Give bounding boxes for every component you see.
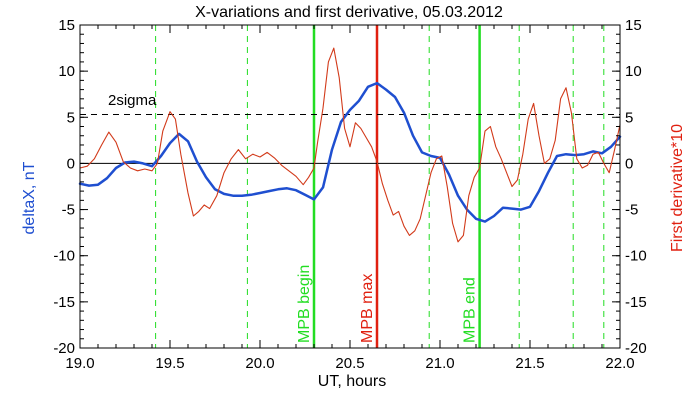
x-tick-label-6: 22.0	[605, 355, 634, 372]
y-tick-label-left-0: 15	[58, 17, 75, 34]
y-tick-label-right-6: -15	[625, 294, 647, 311]
y-tick-label-right-4: -5	[625, 202, 638, 219]
y-axis-title-left: deltaX, nT	[21, 161, 38, 234]
sigma-label: 2sigma	[108, 92, 157, 109]
y-tick-label-right-3: 0	[625, 155, 633, 172]
x-axis-title: UT, hours	[318, 373, 386, 390]
marker-label-mpb-end: MPB end	[462, 277, 479, 343]
y-tick-label-right-1: 10	[625, 63, 642, 80]
marker-label-mpb-max: MPB max	[359, 274, 376, 343]
x-tick-label-2: 20.0	[245, 355, 274, 372]
y-tick-label-right-5: -10	[625, 248, 647, 265]
chart-title: X-variations and first derivative, 05.03…	[195, 4, 503, 21]
plot-frame	[79, 24, 621, 349]
x-tick-label-1: 19.5	[155, 355, 184, 372]
vertical-markers: MPB begin MPB max MPB end	[155, 25, 605, 348]
y-tick-label-right-0: 15	[625, 17, 642, 34]
y-tick-label-left-4: -5	[62, 202, 75, 219]
y-axis-title-right: First derivative*10	[669, 124, 686, 252]
y-tick-label-left-3: 0	[67, 155, 75, 172]
series-deltaX	[78, 81, 622, 223]
marker-label-mpb-begin: MPB begin	[296, 265, 313, 343]
series-derivative	[79, 47, 621, 243]
series-lines	[78, 47, 622, 243]
x-tick-label-3: 20.5	[335, 355, 364, 372]
y-tick-label-left-7: -20	[53, 340, 75, 357]
y-tick-label-left-2: 5	[67, 109, 75, 126]
x-tick-label-0: 19.0	[65, 355, 94, 372]
y-tick-label-left-1: 10	[58, 63, 75, 80]
y-tick-label-right-7: -20	[625, 340, 647, 357]
y-tick-label-left-6: -15	[53, 294, 75, 311]
axes: 19.0 19.5 20.0 20.5 21.0 21.5 22.0 15 15 10 10 5 5 0 0…	[53, 17, 646, 372]
guide-lines	[80, 114, 620, 164]
x-tick-label-5: 21.5	[515, 355, 544, 372]
y-tick-label-left-5: -10	[53, 248, 75, 265]
x-tick-label-4: 21.0	[425, 355, 454, 372]
y-tick-label-right-2: 5	[625, 109, 633, 126]
